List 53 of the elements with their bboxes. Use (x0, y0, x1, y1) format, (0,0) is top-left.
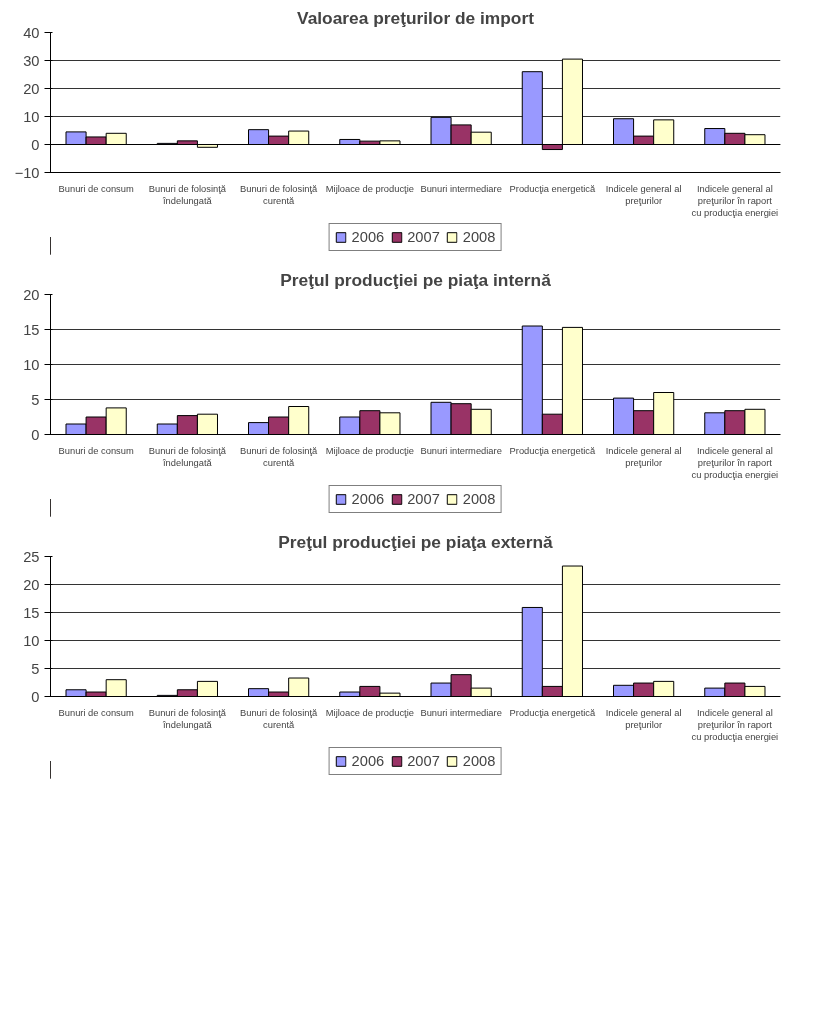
x-tick-label: Indicele general al preţurilor (605, 183, 682, 206)
y-tick-label: 20 (23, 576, 40, 593)
y-tick-label: 10 (23, 632, 40, 649)
x-tick-label: Bunuri de folosinţă curentă (239, 445, 319, 468)
x-tick-label: Indicele general al preţurilor (605, 707, 682, 730)
y-tick-label: 15 (23, 321, 40, 338)
y-tick-label: 30 (23, 52, 40, 69)
x-tick-label: Bunuri de consum (58, 183, 134, 194)
y-tick-label: 0 (31, 136, 40, 153)
x-tick-label: Bunuri de folosinţă îndelungată (148, 707, 227, 730)
chart-title: Preţul producţiei pe piaţa internă (280, 269, 552, 290)
legend-label: 2006 (351, 491, 385, 507)
y-tick-label: 20 (23, 80, 40, 97)
x-tick-label: Indicele general al preţurilor în raport cu producţia energiei (691, 183, 779, 218)
x-tick-label: Bunuri intermediare (420, 183, 502, 194)
y-tick-label: 20 (23, 286, 40, 303)
legend-label: 2007 (407, 491, 440, 507)
x-tick-label: Producţia energetică (509, 445, 596, 456)
x-tick-label: Bunuri intermediare (420, 707, 502, 718)
y-tick-label: 40 (23, 24, 40, 41)
x-tick-label: Bunuri intermediare (420, 445, 502, 456)
x-tick-label: Producţia energetică (509, 707, 596, 718)
legend-label: 2007 (407, 753, 440, 769)
x-tick-label: Indicele general al preţurilor în raport cu producţia energiei (691, 445, 779, 480)
x-tick-label: Bunuri de folosinţă curentă (239, 707, 319, 730)
legend-label: 2008 (462, 491, 496, 507)
x-tick-label: Mijloace de producţie (325, 707, 414, 718)
x-tick-label: Indicele general al preţurilor (605, 445, 682, 468)
y-tick-label: 0 (31, 426, 40, 443)
legend-label: 2008 (462, 229, 496, 245)
y-tick-label: 5 (31, 391, 40, 408)
y-tick-label: 25 (23, 548, 40, 565)
legend-label: 2006 (351, 229, 385, 245)
x-tick-label: Bunuri de consum (58, 707, 134, 718)
legend-label: 2007 (407, 229, 440, 245)
x-tick-label: Mijloace de producţie (325, 445, 414, 456)
y-tick-label: 10 (23, 356, 40, 373)
chart-title: Preţul producţiei pe piaţa externă (278, 531, 554, 552)
y-tick-label: −10 (14, 164, 40, 181)
y-tick-label: 10 (23, 108, 40, 125)
legend-label: 2008 (462, 753, 496, 769)
x-tick-label: Bunuri de folosinţă îndelungată (148, 445, 227, 468)
x-tick-label: Bunuri de folosinţă îndelungată (148, 183, 227, 206)
y-tick-label: 5 (31, 660, 40, 677)
x-tick-label: Mijloace de producţie (325, 183, 414, 194)
x-tick-label: Indicele general al preţurilor în raport cu producţia energiei (691, 707, 779, 742)
x-tick-label: Bunuri de folosinţă curentă (239, 183, 319, 206)
x-tick-label: Bunuri de consum (58, 445, 134, 456)
chart-title: Valoarea preţurilor de import (297, 7, 535, 28)
y-tick-label: 0 (31, 688, 40, 705)
x-tick-label: Producţia energetică (509, 183, 596, 194)
legend-label: 2006 (351, 753, 385, 769)
y-tick-label: 15 (23, 604, 40, 621)
